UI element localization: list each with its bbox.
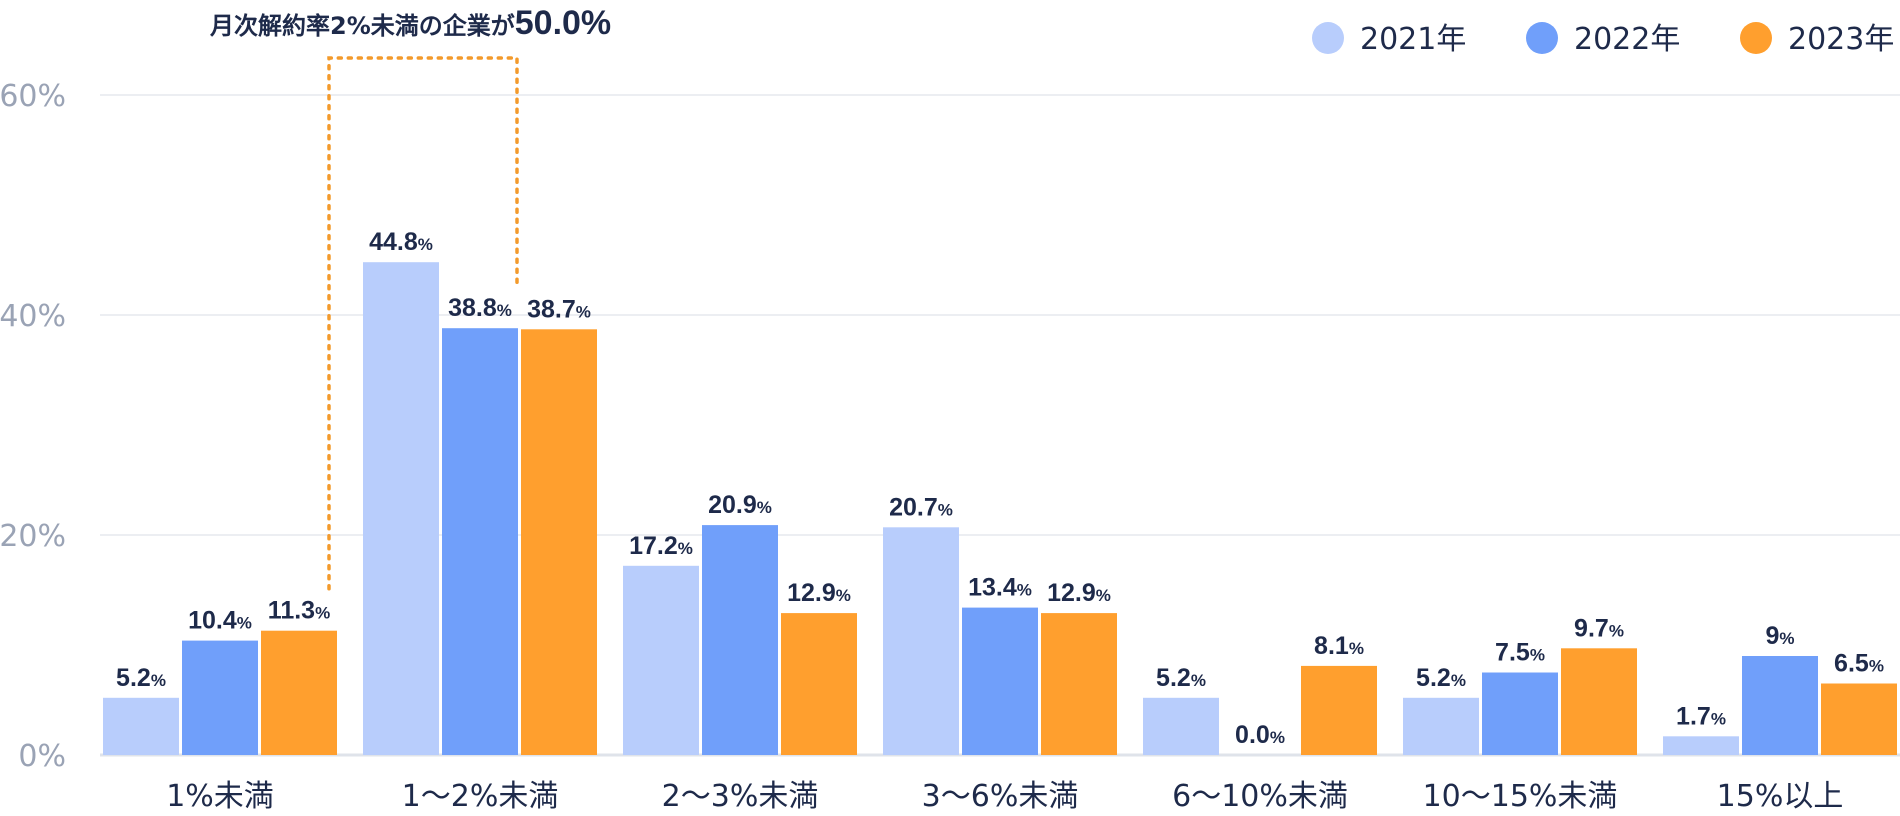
bar [1742, 656, 1818, 755]
x-tick-label: 1%未満 [166, 779, 274, 814]
bar [623, 565, 699, 755]
data-label: 7.5% [1495, 639, 1545, 667]
data-label: 9% [1765, 622, 1794, 650]
data-label: 10.4% [188, 607, 252, 635]
callout-label: 月次解約率2%未満の企業が [209, 12, 515, 40]
bar [261, 630, 337, 755]
y-axis: 0% 20% 40% 60% [0, 79, 66, 774]
data-label: 38.7% [527, 295, 591, 323]
data-label: 8.1% [1314, 632, 1364, 660]
annotation-callout: 月次解約率2%未満の企業が50.0% [209, 4, 611, 591]
data-label: 5.2% [116, 664, 166, 692]
y-tick-label: 0% [18, 739, 66, 774]
callout-bracket [327, 56, 519, 591]
legend-swatch [1312, 22, 1344, 54]
bar [103, 697, 179, 755]
bar [1821, 683, 1897, 755]
x-tick-label: 3〜6%未満 [922, 779, 1079, 814]
data-label: 44.8% [369, 228, 433, 256]
bar [521, 329, 597, 755]
data-label: 5.2% [1416, 664, 1466, 692]
callout-text: 月次解約率2%未満の企業が50.0% [209, 4, 611, 42]
data-label: 20.9% [708, 491, 772, 519]
bar [962, 607, 1038, 755]
bar [702, 525, 778, 755]
legend-label: 2021年 [1360, 22, 1466, 57]
legend-swatch [1740, 22, 1772, 54]
bar [781, 613, 857, 755]
bar [1143, 697, 1219, 755]
x-tick-label: 6〜10%未満 [1172, 779, 1348, 814]
data-label: 38.8% [448, 294, 512, 322]
bar [1301, 665, 1377, 755]
data-label: 5.2% [1156, 664, 1206, 692]
y-tick-label: 20% [0, 519, 66, 554]
data-label: 12.9% [787, 579, 851, 607]
x-tick-label: 2〜3%未満 [662, 779, 819, 814]
data-label: 20.7% [889, 493, 953, 521]
y-tick-label: 40% [0, 299, 66, 334]
bar [1041, 613, 1117, 755]
bar [1663, 736, 1739, 755]
x-tick-label: 10〜15%未満 [1423, 779, 1618, 814]
x-axis: 1%未満 1〜2%未満 2〜3%未満 3〜6%未満 6〜10%未満 10〜15%未満 15%… [166, 779, 1843, 814]
callout-value: 50.0% [515, 4, 611, 42]
legend-label: 2023年 [1788, 22, 1894, 57]
data-label: 13.4% [968, 574, 1032, 602]
legend-label: 2022年 [1574, 22, 1680, 57]
x-tick-label: 15%以上 [1717, 779, 1844, 814]
y-tick-label: 60% [0, 79, 66, 114]
bar [883, 527, 959, 755]
data-label: 9.7% [1574, 614, 1624, 642]
bar [1403, 697, 1479, 755]
x-tick-label: 1〜2%未満 [402, 779, 559, 814]
data-label: 11.3% [268, 597, 330, 625]
data-label: 1.7% [1676, 702, 1726, 730]
legend: 2021年 2022年 2023年 [1312, 22, 1894, 57]
data-labels: 5.2% 10.4% 11.3% 44.8% 38.8% 38.7% 17.2% 20.9% 1… [116, 228, 1884, 749]
legend-swatch [1526, 22, 1558, 54]
bar [182, 640, 258, 755]
bar [442, 328, 518, 755]
bar [1561, 648, 1637, 755]
data-label: 6.5% [1834, 650, 1884, 678]
bar [363, 262, 439, 755]
data-label: 12.9% [1047, 579, 1111, 607]
bar [1482, 672, 1558, 755]
data-label: 17.2% [629, 532, 693, 560]
bars [103, 262, 1897, 755]
data-label: 0.0% [1235, 721, 1285, 749]
